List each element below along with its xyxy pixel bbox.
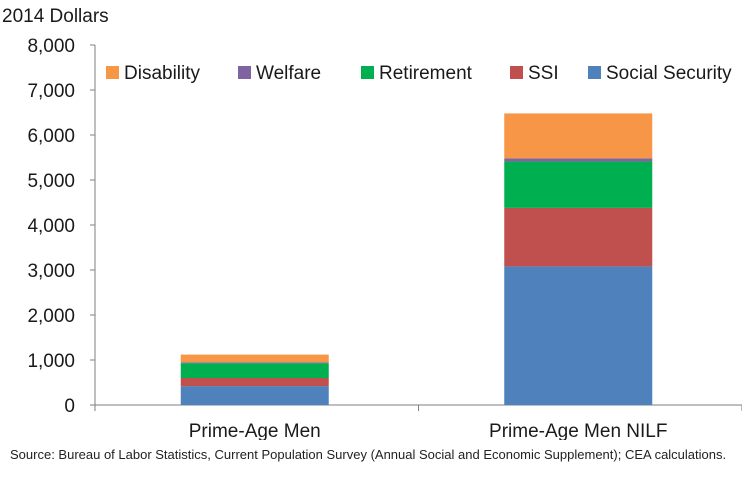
- legend-swatch-social-security: [588, 66, 601, 79]
- y-tick-label: 5,000: [27, 171, 75, 192]
- legend-label: Social Security: [606, 63, 732, 84]
- bar-segment-social-security: [504, 266, 653, 405]
- bar-segment-disability: [504, 113, 653, 159]
- y-tick-label: 3,000: [27, 261, 75, 282]
- bar-segment-welfare: [504, 158, 653, 162]
- legend-label: Disability: [124, 63, 201, 84]
- legend-label: SSI: [528, 63, 559, 84]
- y-tick-label: 4,000: [27, 216, 75, 237]
- y-tick-label: 1,000: [27, 351, 75, 372]
- legend-label: Welfare: [256, 63, 321, 84]
- chart-axes: 0 1,000 2,000 3,000 4,000 5,000 6,000 7,000 8,00…: [27, 36, 742, 440]
- legend-swatch-disability: [106, 66, 119, 79]
- y-tick-label: 7,000: [27, 81, 75, 102]
- legend-swatch-welfare: [238, 66, 251, 79]
- legend-swatch-retirement: [361, 66, 374, 79]
- bar-segment-social-security: [180, 386, 329, 405]
- stacked-bar-chart: 0 1,000 2,000 3,000 4,000 5,000 6,000 7,000 8,00…: [27, 36, 742, 440]
- y-tick-label: 8,000: [27, 36, 75, 57]
- bar-segment-ssi: [180, 378, 329, 387]
- y-tick-label: 6,000: [27, 126, 75, 147]
- y-tick-label: 0: [64, 396, 75, 417]
- y-tick-label: 2,000: [27, 306, 75, 327]
- y-axis-unit-label: 2014 Dollars: [2, 6, 109, 27]
- x-category-label: Prime-Age Men: [189, 421, 321, 440]
- bar-segment-welfare: [180, 362, 329, 364]
- chart-legend: Disability Welfare Retirement SSI Social Sec…: [106, 63, 732, 84]
- bar-segment-retirement: [504, 161, 653, 208]
- legend-label: Retirement: [379, 63, 473, 84]
- bar-segment-ssi: [504, 207, 653, 267]
- chart-bars: [180, 113, 653, 405]
- source-note: Source: Bureau of Labor Statistics, Curr…: [10, 447, 727, 462]
- bar-segment-retirement: [180, 363, 329, 378]
- bar-segment-disability: [180, 354, 329, 363]
- x-category-label: Prime-Age Men NILF: [489, 421, 667, 440]
- legend-swatch-ssi: [510, 66, 523, 79]
